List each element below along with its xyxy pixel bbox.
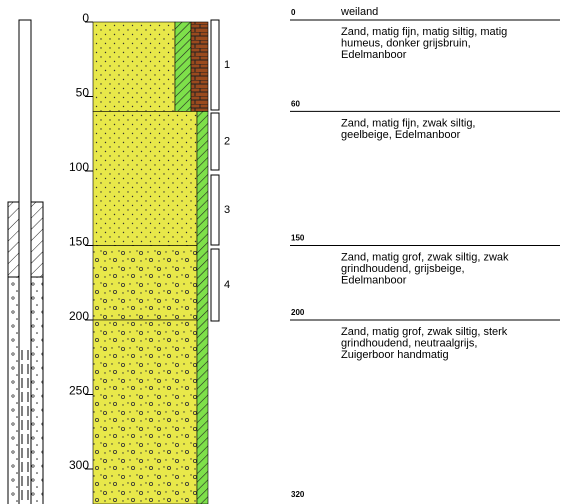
soil-layer (93, 111, 197, 245)
sample-label: 2 (224, 135, 230, 147)
layer-description: grindhoudend, grijsbeige, (341, 263, 465, 275)
depth-tick-label: 50 (76, 86, 90, 100)
depth-tick-label: 100 (69, 160, 89, 174)
depth-tick-label: 250 (69, 384, 89, 398)
layer-description: Edelmanboor (341, 274, 407, 286)
sample-box (211, 249, 219, 321)
borehole-log: 0 50 100 150 200 250 300 1 2 3 4 0 weiland Zand, mati… (0, 0, 567, 504)
depth-tick-label: 300 (69, 458, 89, 472)
sample-box (211, 20, 219, 110)
layer-description: humeus, donker grijsbruin, (341, 37, 471, 49)
depth-label: 150 (291, 234, 305, 243)
layer-description: Zand, matig grof, zwak siltig, zwak (341, 251, 509, 263)
sample-label: 1 (224, 59, 230, 71)
depth-label: 200 (291, 308, 305, 317)
depth-tick-label: 0 (82, 11, 89, 25)
soil-layer (93, 22, 175, 111)
soil-layer (197, 111, 208, 504)
soil-layer (93, 246, 197, 321)
layer-description: Zuigerboor handmatig (341, 349, 449, 361)
layer-description: grindhoudend, neutraalgrijs, (341, 337, 477, 349)
soil-layer (191, 22, 208, 111)
soil-layer (175, 22, 191, 111)
layer-description: Zand, matig grof, zwak siltig, sterk (341, 326, 508, 338)
layer-description: geelbeige, Edelmanboor (341, 129, 461, 141)
depth-label: 0 (291, 8, 296, 17)
depth-label: 320 (291, 490, 305, 499)
depth-label: 60 (291, 100, 300, 109)
sample-box (211, 113, 219, 170)
sample-label: 4 (224, 279, 230, 291)
layer-description: Zand, matig fijn, matig siltig, matig (341, 26, 507, 38)
layer-description: Edelmanboor (341, 49, 407, 61)
layer-description: Zand, matig fijn, zwak siltig, (341, 117, 476, 129)
depth-tick-label: 200 (69, 309, 89, 323)
well (8, 20, 43, 504)
sample-box (211, 175, 219, 245)
land-use: weiland (340, 6, 378, 18)
soil-layer (93, 320, 197, 504)
depth-tick-label: 150 (69, 235, 89, 249)
sample-label: 3 (224, 204, 230, 216)
